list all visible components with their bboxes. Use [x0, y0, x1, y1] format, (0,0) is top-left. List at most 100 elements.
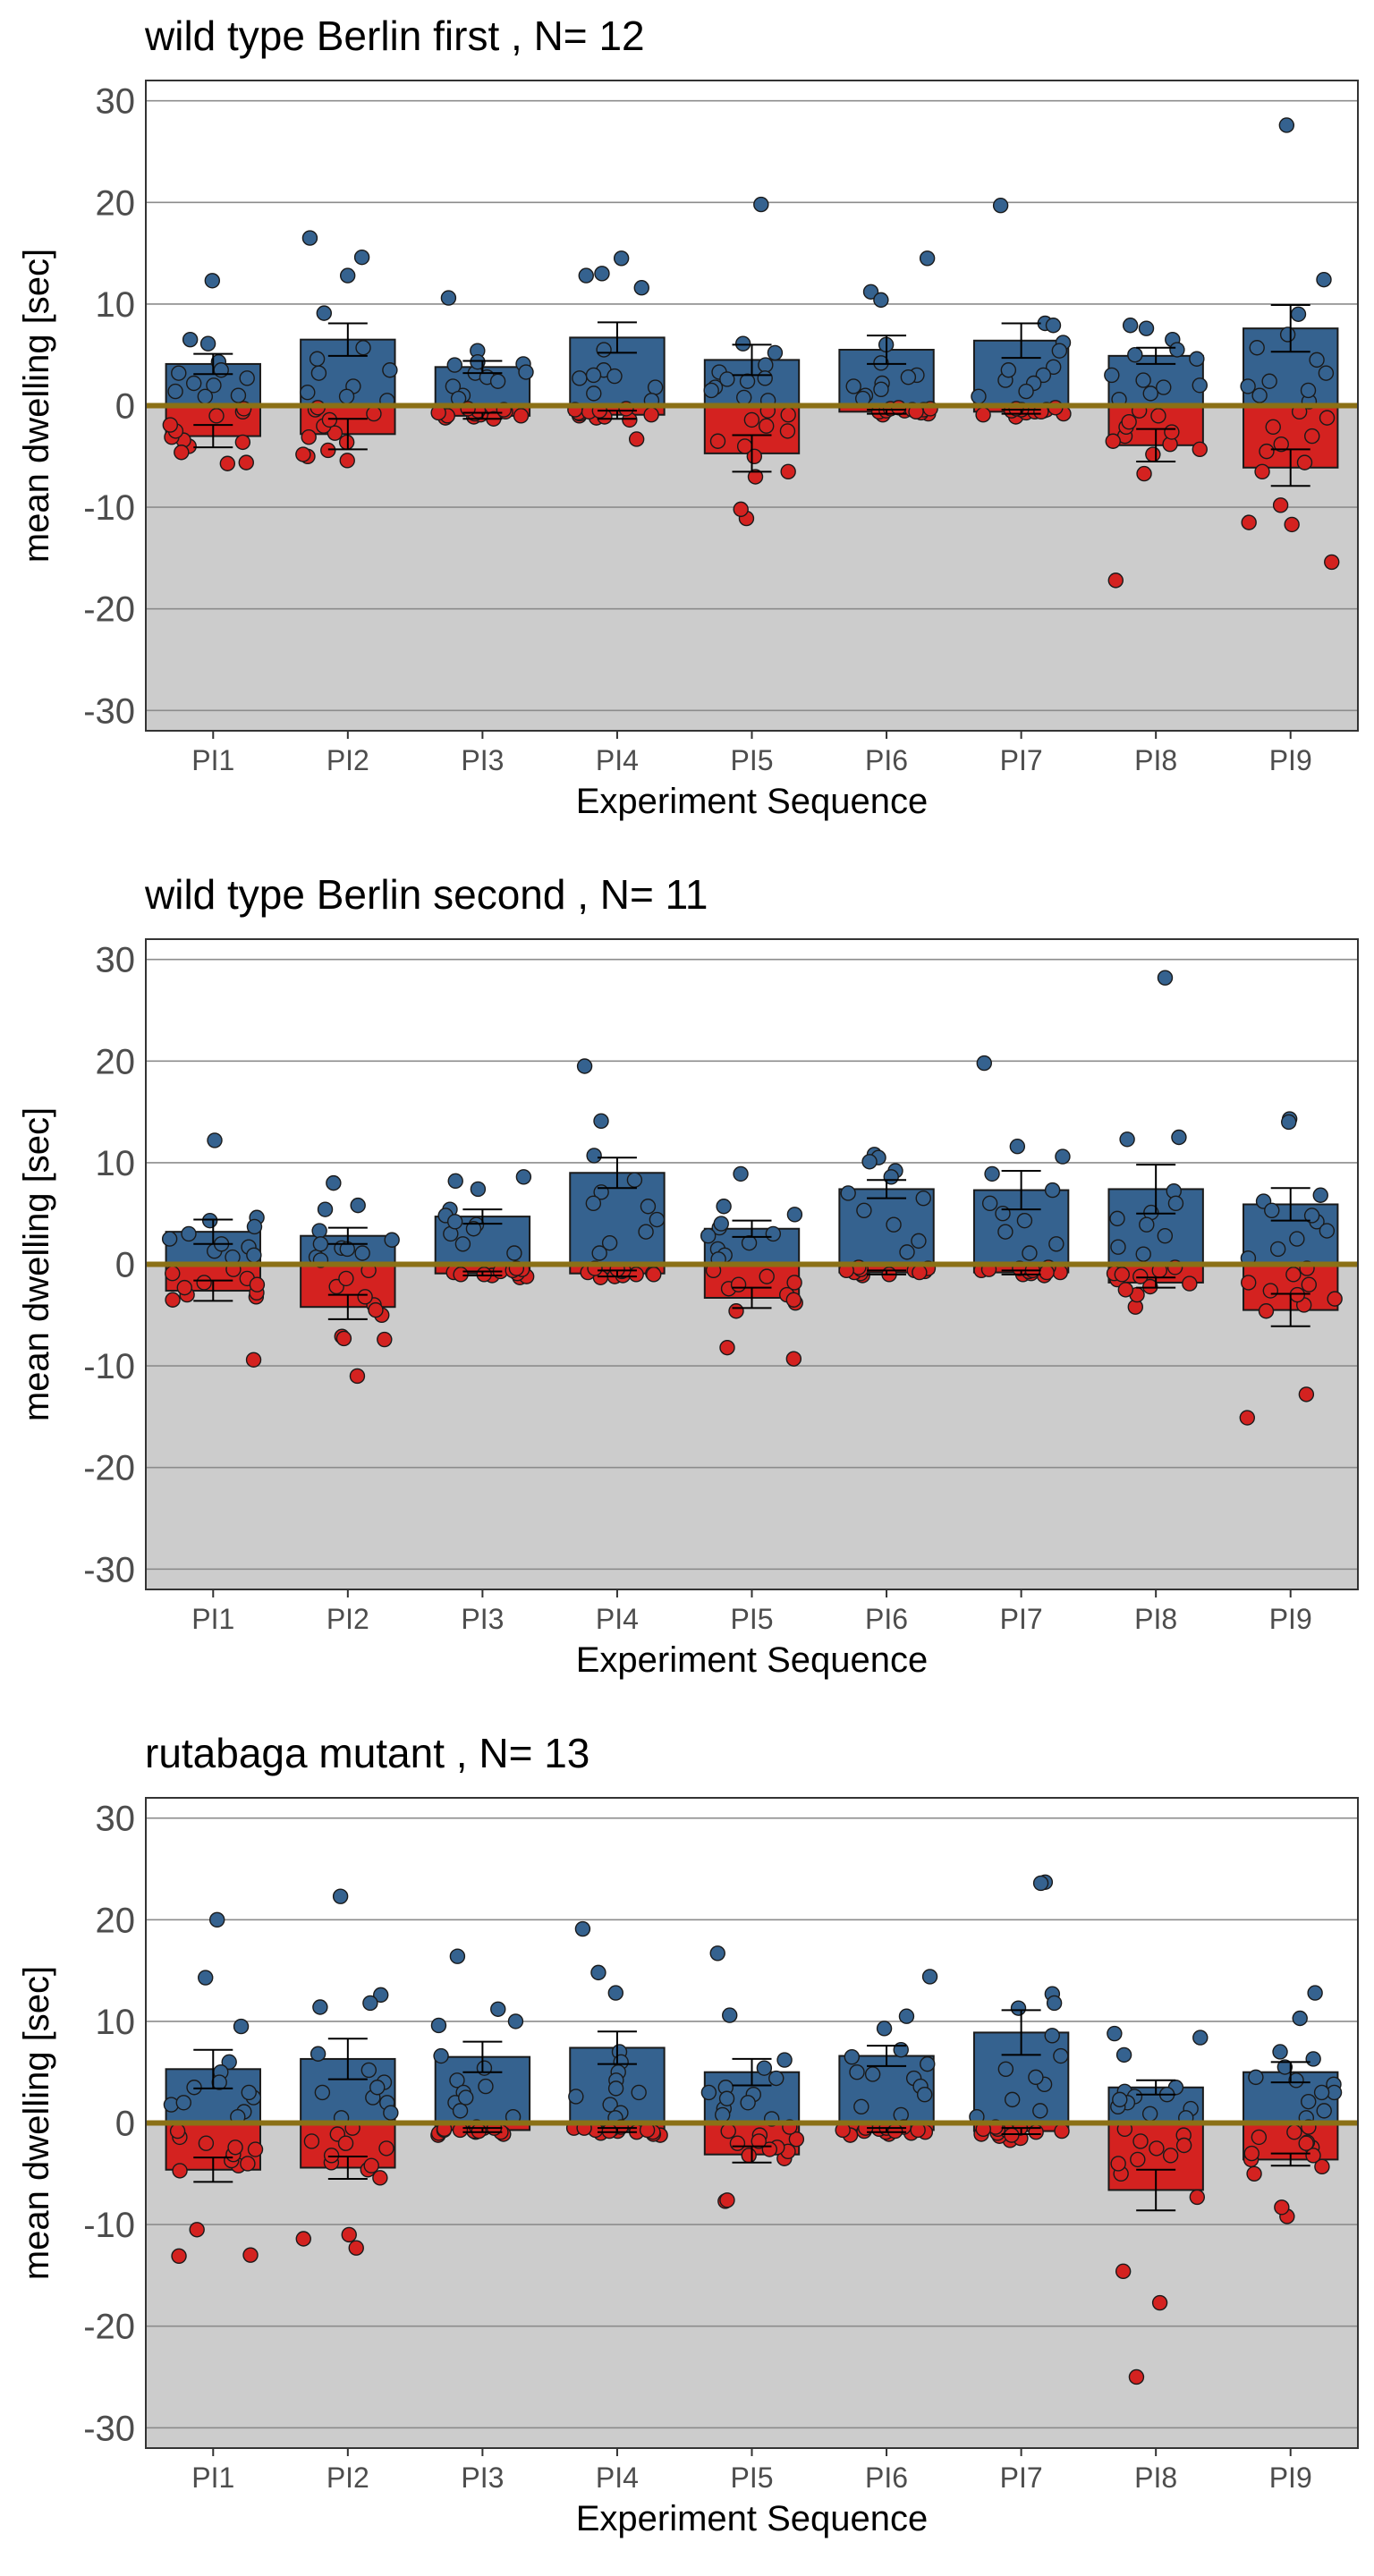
- positive-data-point: [740, 2095, 756, 2111]
- positive-data-point: [1272, 2044, 1288, 2060]
- positive-data-point: [893, 2042, 909, 2058]
- positive-data-point: [1300, 382, 1317, 399]
- positive-data-point: [873, 381, 889, 398]
- positive-data-point: [213, 362, 229, 378]
- x-tick-label: PI5: [730, 2462, 773, 2494]
- positive-data-point: [1000, 362, 1017, 378]
- positive-data-point: [873, 355, 889, 371]
- x-tick-label: PI1: [191, 2462, 234, 2494]
- x-tick-label: PI1: [191, 1603, 234, 1635]
- positive-data-point: [1044, 1182, 1061, 1199]
- chart-panel-1: wild type Berlin first , N= 12 -30 -20 -10 0…: [17, 13, 1359, 821]
- negative-data-point: [736, 438, 753, 454]
- positive-data-point: [709, 1945, 725, 1962]
- negative-data-point: [1145, 446, 1161, 462]
- negative-data-point: [1304, 428, 1320, 445]
- positive-data-point: [984, 1165, 1000, 1182]
- x-tick-label: PI2: [327, 744, 369, 776]
- positive-data-point: [1312, 1187, 1328, 1203]
- negative-data-point: [321, 411, 338, 428]
- positive-data-point: [716, 1199, 732, 1215]
- positive-data-point: [478, 2078, 494, 2095]
- negative-data-point: [1259, 443, 1275, 460]
- positive-data-point: [515, 1169, 532, 1185]
- negative-data-point: [1115, 2263, 1132, 2280]
- y-tick-label: -30: [83, 691, 135, 731]
- negative-data-point: [513, 408, 530, 424]
- positive-data-point: [316, 305, 333, 321]
- negative-data-point: [709, 433, 726, 449]
- positive-data-point: [593, 1113, 609, 1130]
- positive-data-point: [1156, 379, 1172, 395]
- positive-data-point: [1289, 1231, 1305, 1247]
- positive-data-point: [197, 388, 214, 404]
- negative-data-point: [377, 1331, 393, 1348]
- positive-data-point: [353, 249, 370, 266]
- negative-data-point: [1189, 2189, 1206, 2206]
- negative-data-point: [295, 2231, 311, 2247]
- y-tick-label: 10: [96, 285, 136, 325]
- positive-data-point: [362, 1995, 378, 2012]
- positive-data-point: [1139, 1216, 1155, 1233]
- positive-data-point: [430, 2017, 447, 2034]
- y-tick-label: 0: [115, 1246, 135, 1285]
- negative-data-point: [1164, 424, 1180, 440]
- positive-data-point: [1032, 1875, 1049, 1892]
- positive-data-point: [446, 1214, 463, 1230]
- negative-data-point: [1136, 465, 1152, 482]
- positive-data-point: [241, 2084, 257, 2101]
- positive-data-point: [1157, 970, 1174, 986]
- positive-data-point: [1305, 2051, 1321, 2067]
- x-tick-label: PI5: [730, 1603, 773, 1635]
- positive-data-point: [1115, 2046, 1132, 2063]
- positive-data-point: [204, 273, 221, 289]
- x-tick-label: PI4: [596, 2462, 639, 2494]
- positive-data-point: [382, 362, 398, 378]
- negative-data-point: [786, 1275, 802, 1291]
- plot-background-lower: [146, 1264, 1358, 1589]
- positive-data-point: [300, 385, 316, 401]
- positive-data-point: [1018, 383, 1034, 400]
- positive-data-point: [736, 389, 752, 406]
- positive-data-point: [339, 267, 356, 284]
- negative-data-point: [171, 2248, 187, 2265]
- positive-data-point: [198, 1970, 214, 1986]
- positive-data-point: [911, 1233, 927, 1250]
- positive-data-point: [1044, 2028, 1060, 2044]
- y-tick-label: -20: [83, 1449, 135, 1488]
- positive-data-point: [1141, 2106, 1158, 2122]
- x-tick-label: PI5: [730, 744, 773, 776]
- positive-data-point: [1046, 1995, 1063, 2012]
- positive-data-point: [921, 1969, 938, 1985]
- positive-data-point: [607, 2080, 624, 2097]
- x-tick-label: PI7: [1000, 1603, 1043, 1635]
- positive-data-point: [332, 1888, 349, 1904]
- x-tick-label: PI2: [327, 1603, 369, 1635]
- positive-data-point: [384, 1232, 400, 1248]
- negative-data-point: [646, 1267, 662, 1283]
- positive-data-point: [916, 2086, 933, 2103]
- x-tick-label: PI3: [461, 1603, 504, 1635]
- negative-data-point: [1298, 2135, 1314, 2151]
- negative-data-point: [1296, 454, 1313, 470]
- positive-data-point: [1109, 1210, 1125, 1227]
- negative-data-point: [1262, 1283, 1279, 1299]
- negative-data-point: [368, 1301, 384, 1318]
- positive-data-point: [649, 1211, 666, 1228]
- positive-data-point: [1107, 2025, 1123, 2042]
- positive-data-point: [1171, 1129, 1187, 1146]
- y-axis-label: mean dwelling [sec]: [17, 249, 56, 563]
- y-tick-label: -30: [83, 2409, 135, 2448]
- positive-data-point: [317, 1201, 334, 1217]
- negative-data-point: [471, 2123, 488, 2140]
- x-tick-label: PI1: [191, 744, 234, 776]
- negative-data-point: [1314, 2158, 1330, 2175]
- positive-data-point: [446, 357, 462, 373]
- negative-data-point: [759, 1268, 775, 1284]
- positive-data-point: [309, 351, 326, 367]
- positive-data-point: [734, 335, 751, 352]
- positive-data-point: [1169, 342, 1185, 358]
- positive-data-point: [1045, 359, 1062, 376]
- y-tick-label: -30: [83, 1550, 135, 1589]
